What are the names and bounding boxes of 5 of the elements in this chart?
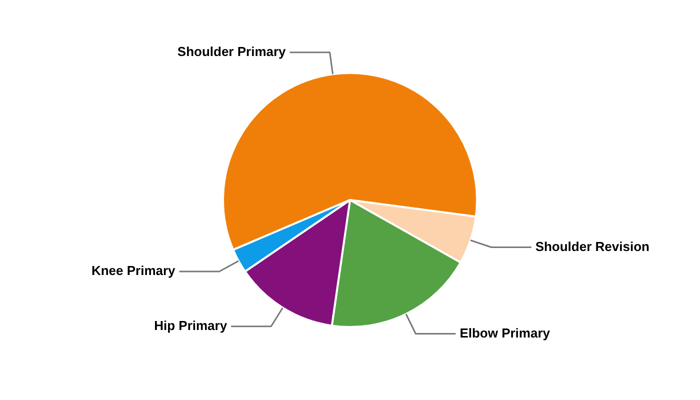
slice-label: Elbow Primary	[460, 325, 551, 340]
slice-label: Knee Primary	[91, 263, 176, 278]
slice-label: Shoulder Primary	[177, 44, 287, 59]
slice-label: Shoulder Revision	[535, 238, 650, 254]
slice-label: Hip Primary	[154, 318, 228, 333]
